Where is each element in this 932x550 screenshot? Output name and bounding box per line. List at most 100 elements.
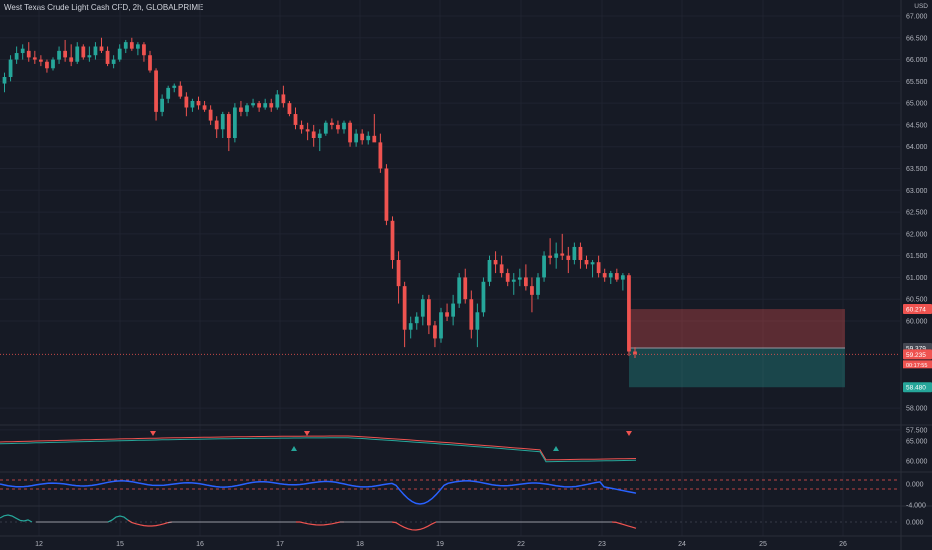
x-tick-label: 22 [517,541,525,548]
candle [420,294,425,326]
candle-body [214,120,219,130]
candle [614,268,619,282]
candle [402,281,407,348]
buy-signal-marker [553,446,559,451]
candle [360,129,365,145]
y-tick-label: 63.000 [906,188,928,195]
osc-line [0,480,637,505]
hist-y-tick-label: 0.000 [906,520,924,527]
candle [160,94,165,117]
candle-body [390,220,395,260]
candle-body [160,98,165,112]
candle [354,129,359,147]
ma-line-slow [0,437,637,463]
x-tick-label: 17 [276,541,284,548]
candle [566,246,571,274]
hist-line-down [611,521,637,529]
candle [178,81,183,99]
candle-body [572,246,577,260]
candle-body [239,107,243,112]
x-tick-label: 26 [839,541,847,548]
candle-body [129,42,134,49]
price-tag-label: 59.379 [906,346,926,353]
candle [263,98,268,110]
candle [542,251,546,282]
candle-body [293,114,298,125]
y-tick-label: 65.500 [906,79,928,86]
price-tag-box [903,382,932,393]
chart-title: West Texas Crude Light Cash CFD, 2h, GLO… [4,3,204,12]
candle [232,103,237,143]
price-tag-label: 60.274 [906,307,926,314]
candle-body [511,279,516,282]
candle-body [154,70,158,112]
x-tick-label: 23 [598,541,606,548]
candles [2,37,637,359]
candle [105,46,110,67]
candle [208,105,213,125]
candle-body [184,96,189,108]
candle-body [578,246,583,260]
candle [32,50,37,64]
candle-body [433,325,437,339]
candle [93,42,98,60]
y-tick-label: 66.500 [906,35,928,42]
candle-body [517,277,522,280]
candle-body [323,122,328,134]
hist-line-down [391,521,437,531]
candle-body [38,59,43,62]
candle [45,59,49,73]
candle [390,216,395,269]
candle-body [608,273,613,278]
candle-body [372,135,377,143]
candle-body [530,286,534,295]
candle-body [57,50,61,60]
candle [81,44,86,60]
candle [342,120,346,134]
candle [257,100,262,112]
candle [457,273,462,308]
candle-body [311,131,316,138]
y-tick-label: 67.000 [906,14,928,21]
candle [627,273,631,356]
candle [323,120,328,136]
candle [172,83,177,93]
candle [493,251,498,274]
candle [166,85,171,104]
candle [239,100,243,117]
candle-body [451,303,456,317]
candle [608,270,613,284]
candle [560,233,565,260]
candle [51,57,55,71]
candle [154,68,158,121]
candle [57,46,61,64]
y-tick-label: 66.000 [906,57,928,64]
candle [499,255,504,278]
candle [245,103,249,117]
y-tick-label: 60.500 [906,297,928,304]
candle-body [566,255,571,260]
candle-body [469,299,474,330]
candle-body [117,48,122,60]
price-tag-label: 59.235 [906,352,926,359]
candle-body [493,260,498,265]
candle [281,85,286,108]
candle-body [554,253,559,258]
candle-body [148,55,152,71]
candle-body [81,46,86,58]
candle-body [275,94,280,108]
position-stop-zone [629,309,845,349]
price-tag-box [903,349,932,360]
candle-body [366,135,371,141]
y-tick-label: 57.500 [906,427,928,434]
candle-body [396,260,401,287]
candle-body [481,281,486,313]
countdown-box [903,360,932,369]
candle-body [627,275,631,352]
candle-body [178,85,183,97]
candle [426,294,431,335]
candle-body [196,100,201,106]
candle [451,294,456,326]
candle-body [426,299,431,326]
